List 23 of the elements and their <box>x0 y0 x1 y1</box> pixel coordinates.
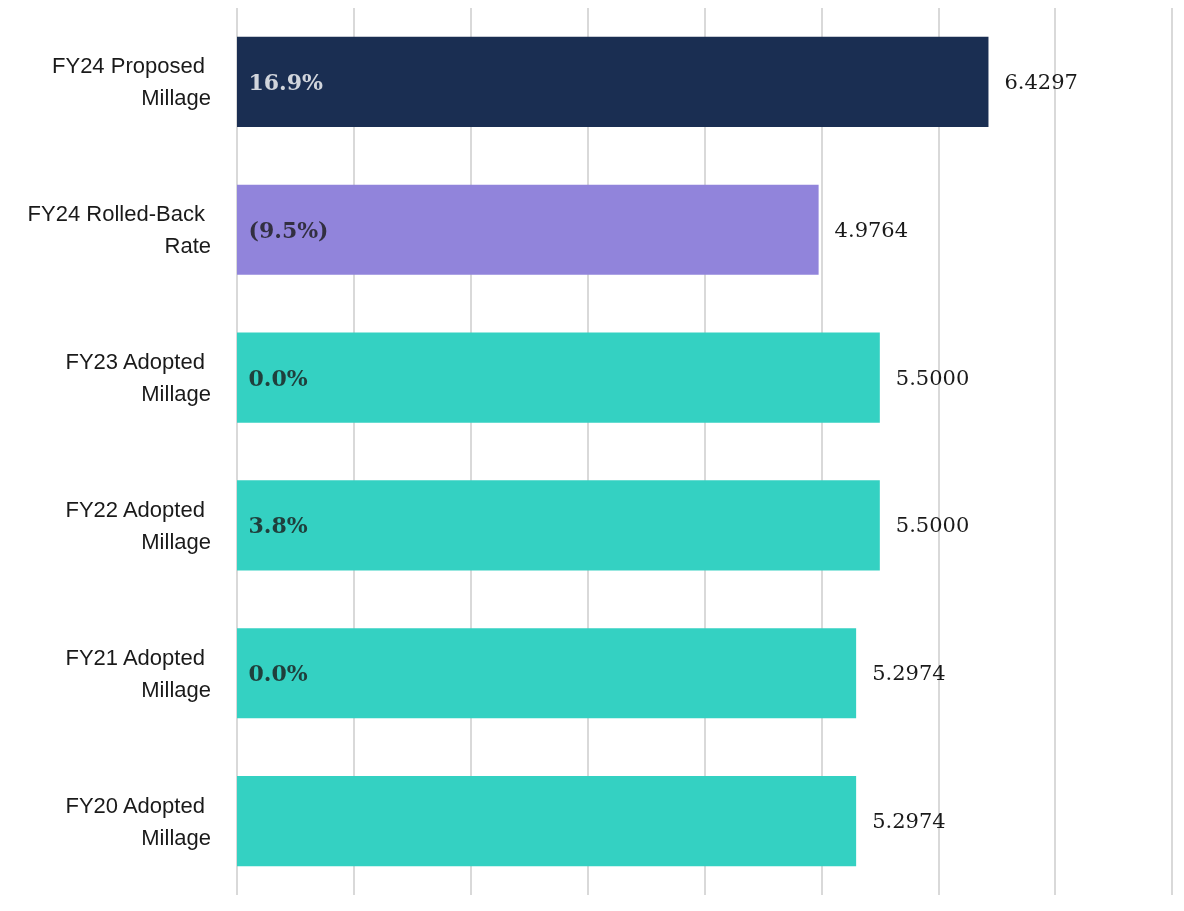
data-label: 6.4297 <box>1004 69 1078 94</box>
annotation: 3.8% <box>248 512 308 539</box>
annotation: 0.0% <box>248 364 308 391</box>
bar <box>237 480 880 571</box>
data-label: 4.9764 <box>834 217 909 242</box>
y-tick-label: FY22 Adopted Millage <box>65 496 211 554</box>
y-tick-label: FY23 Adopted Millage <box>65 349 211 407</box>
data-label: 5.5000 <box>895 365 970 390</box>
bar <box>237 184 819 275</box>
annotation: (9.5%) <box>248 216 329 243</box>
data-label: 5.5000 <box>895 513 970 538</box>
bar <box>237 36 989 128</box>
bar <box>237 332 880 423</box>
annotation: 0.0% <box>248 660 308 687</box>
bar <box>237 775 857 867</box>
annotation: 16.9% <box>248 68 324 95</box>
data-label: 5.2974 <box>872 661 946 686</box>
bar <box>237 628 857 719</box>
y-tick-label: FY21 Adopted Millage <box>65 644 211 702</box>
data-label: 5.2974 <box>872 809 946 834</box>
y-tick-label: FY24 Rolled-Back Rate <box>27 201 211 259</box>
y-tick-label: FY20 Adopted Millage <box>65 792 211 850</box>
y-tick-label: FY24 Proposed Millage <box>52 53 211 111</box>
